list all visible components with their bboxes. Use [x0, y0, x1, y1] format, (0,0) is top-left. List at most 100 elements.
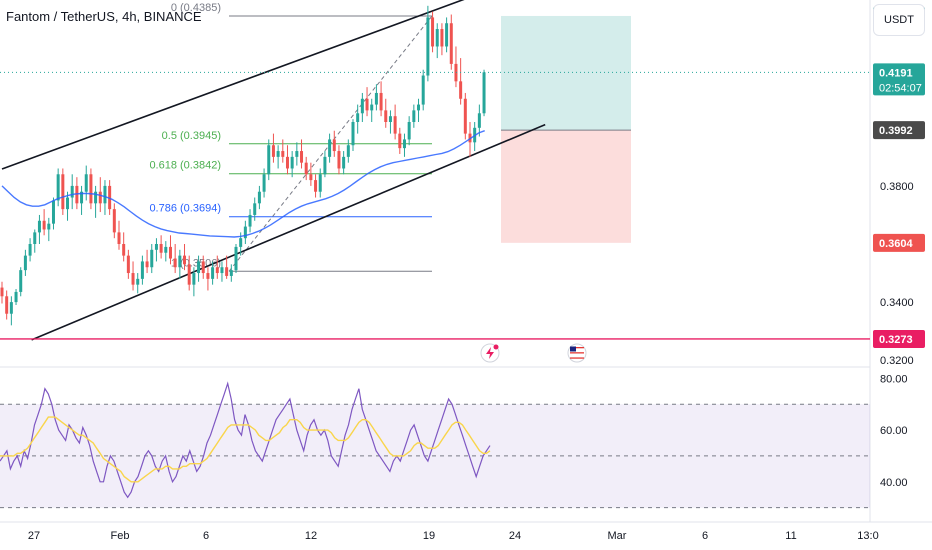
candle-body: [342, 156, 346, 169]
candle-body: [23, 255, 27, 271]
candle-body: [183, 255, 187, 265]
candle-body: [384, 110, 388, 122]
candle-body: [187, 264, 191, 285]
candle-body: [351, 122, 355, 146]
candle-body: [56, 174, 60, 201]
countdown-label: 02:54:07: [879, 82, 922, 94]
event-icons[interactable]: [480, 343, 587, 363]
flag-stripe: [570, 349, 584, 351]
candle-body: [360, 98, 364, 114]
candle-body: [89, 174, 93, 204]
candle-body: [192, 273, 196, 285]
candle-body: [159, 244, 163, 253]
parallel-channel[interactable]: [1, 0, 546, 341]
time-tick-label: 24: [509, 530, 521, 542]
candle-body: [477, 113, 481, 128]
price-tick-label: 0.3800: [880, 181, 914, 193]
candle-body: [454, 63, 458, 82]
candle-body: [234, 246, 238, 271]
candle-body: [178, 255, 182, 268]
candle-body: [257, 191, 261, 204]
candle-body: [440, 29, 444, 47]
rsi-tick-label: 80.00: [880, 373, 908, 385]
candle-body: [276, 151, 280, 157]
candle-body: [117, 232, 121, 244]
candle-body: [459, 81, 463, 99]
candle-body: [19, 270, 23, 292]
candle-body: [168, 246, 172, 259]
candle-body: [365, 98, 369, 111]
time-axis[interactable]: 27 Feb 6 12 19 24 Mar 6 11 13:0: [28, 530, 879, 542]
price-tag-value: 0.4191: [879, 67, 913, 79]
economic-event-icon: [567, 343, 587, 363]
candle-body: [388, 116, 392, 122]
fib-level-label: 0 (0.4385): [171, 2, 221, 14]
candle-body: [145, 261, 149, 268]
candle-body: [66, 197, 70, 210]
rsi-line: [0, 381, 491, 499]
candle-body: [421, 75, 425, 105]
candle-body: [304, 162, 308, 175]
last-price-price-tag: 0.4191 02:54:07: [873, 63, 925, 96]
fib-level-label: 0.618 (0.3842): [149, 160, 221, 172]
candle-body: [225, 267, 229, 276]
candle-body: [220, 267, 224, 274]
candle-body: [140, 261, 144, 279]
lightning-icon: [486, 347, 494, 359]
candle-body: [271, 145, 275, 157]
candle-body: [164, 246, 168, 253]
candle-body: [300, 151, 304, 163]
time-tick-label: Mar: [608, 530, 627, 542]
candle-body: [290, 156, 294, 169]
candle-body: [154, 244, 158, 250]
candle-body: [150, 249, 154, 268]
candle-body: [482, 72, 486, 114]
rsi-tick-label: 40.00: [880, 477, 908, 489]
candle-body: [136, 278, 140, 285]
candle-body: [51, 200, 55, 224]
channel-upper-line: [1, 0, 465, 170]
flag-canton: [570, 346, 576, 352]
candle-body: [281, 151, 285, 157]
candle-body: [5, 296, 9, 314]
price-tag-value: 0.3604: [879, 238, 914, 250]
candle-body: [379, 92, 383, 111]
candle-body: [435, 29, 439, 47]
candle-body: [80, 191, 84, 204]
candle-body: [108, 185, 112, 210]
loss-zone: [501, 130, 631, 243]
moving-average: [1, 130, 485, 238]
chart-title: Fantom / TetherUS, 4h, BINANCE: [6, 9, 202, 24]
rsi-signal-line: [0, 416, 491, 483]
candle-body: [262, 174, 266, 192]
candle-body: [309, 174, 313, 181]
currency-button[interactable]: USDT: [873, 4, 925, 36]
price-tag-bg: [873, 121, 925, 140]
candle-body: [337, 151, 341, 169]
rsi-pane: [0, 381, 870, 509]
candle-body: [370, 104, 374, 111]
candle-body: [407, 122, 411, 140]
price-tag-bg: [873, 233, 925, 252]
candle-body: [431, 17, 435, 47]
candle-body: [402, 139, 406, 149]
support-price-tag: 0.3273: [873, 329, 925, 348]
candle-body: [37, 220, 41, 233]
candle-body: [229, 270, 233, 276]
rsi-tick-label: 60.00: [880, 425, 908, 437]
candle-body: [398, 133, 402, 149]
candle-body: [84, 174, 88, 192]
long-position-tool[interactable]: [501, 15, 631, 243]
price-tick-label: 0.3200: [880, 355, 914, 367]
flag-stripe: [570, 357, 584, 359]
price-axis[interactable]: 0.38000.34000.320080.0060.0040.000.43850…: [873, 6, 925, 489]
candle-body: [248, 214, 252, 227]
time-tick-label: 27: [28, 530, 40, 542]
time-tick-label: 13:0: [857, 530, 878, 542]
candle-body: [412, 110, 416, 122]
time-tick-label: 11: [785, 530, 796, 542]
earnings-event-icon: [480, 343, 500, 363]
candle-body: [94, 191, 98, 204]
price-tick-label: 0.3400: [880, 297, 914, 309]
time-tick-label: Feb: [111, 530, 130, 542]
